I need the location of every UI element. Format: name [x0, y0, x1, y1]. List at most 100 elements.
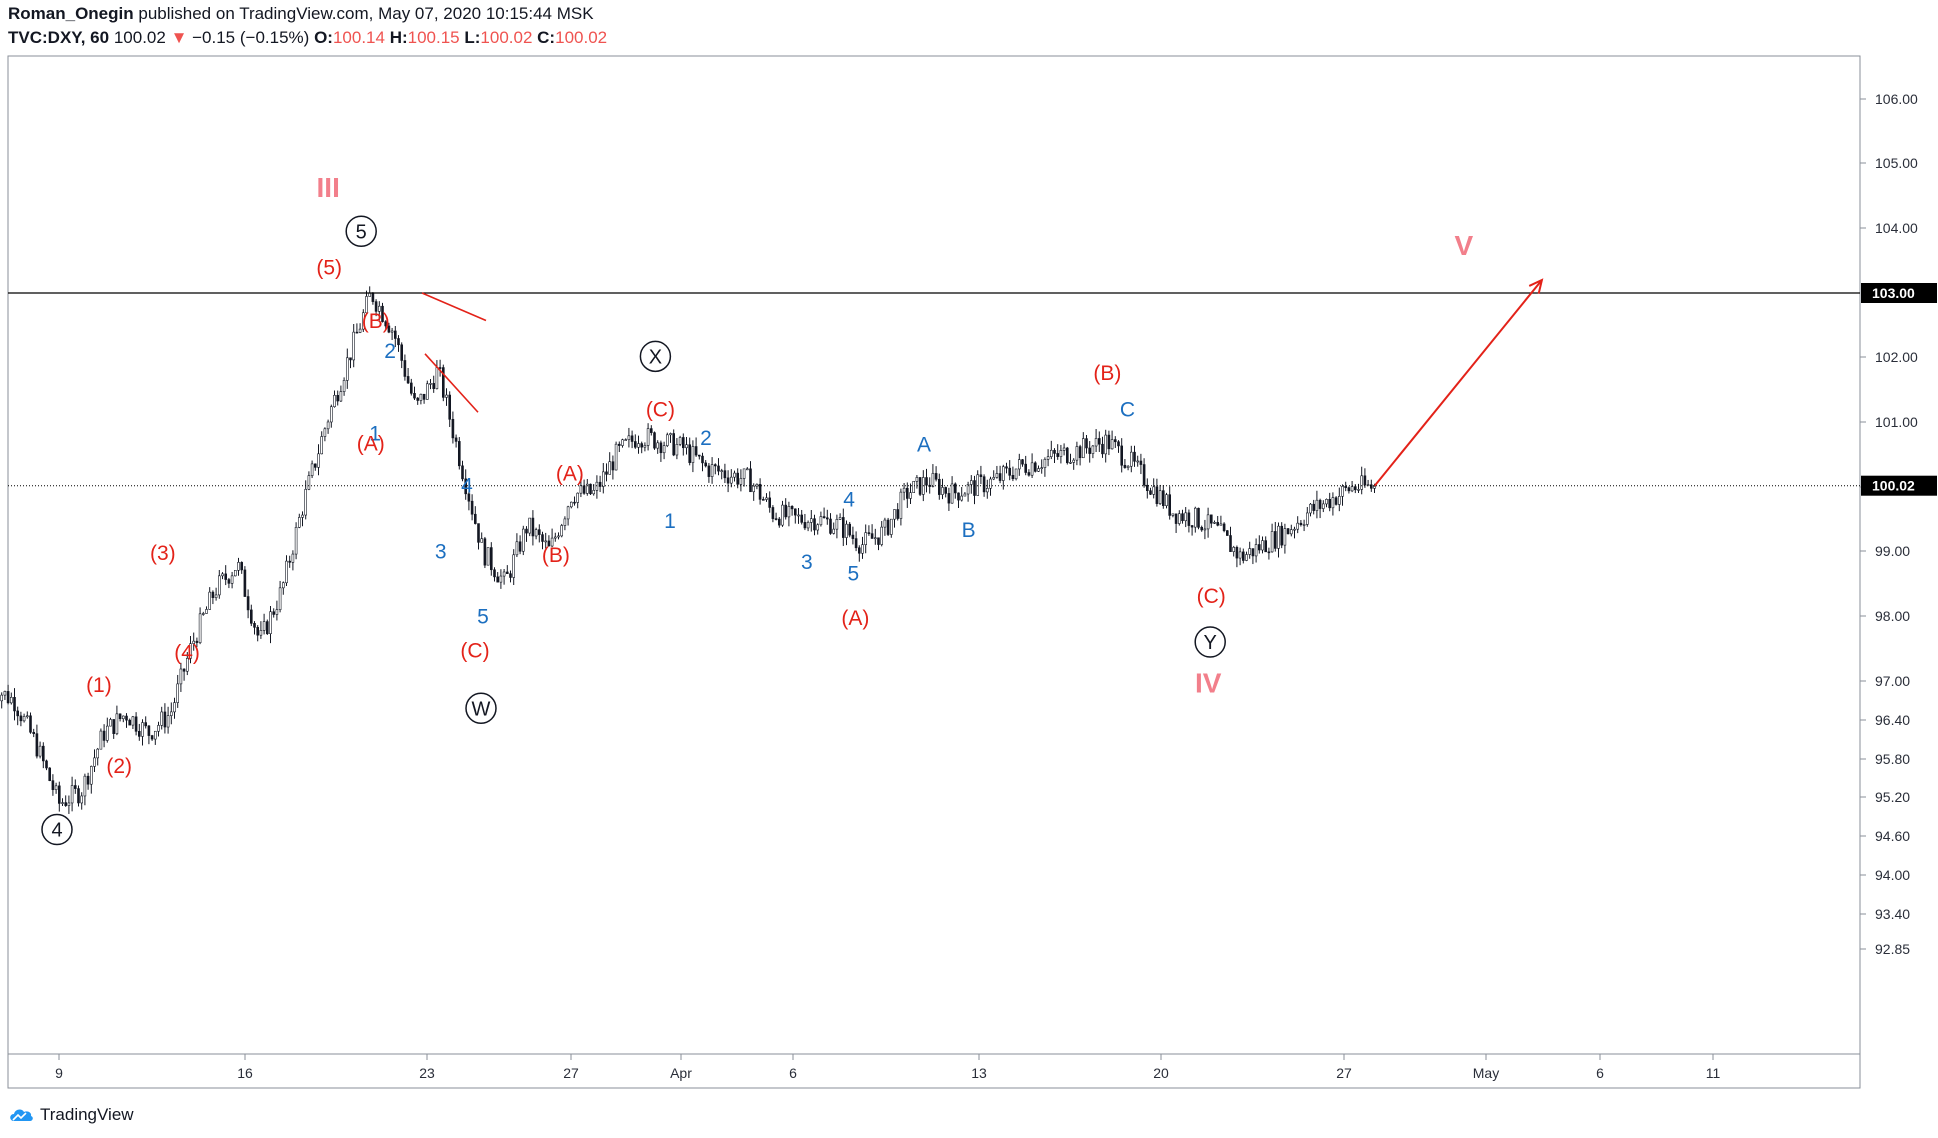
- candle-body: [707, 465, 711, 477]
- candle-body: [131, 716, 135, 726]
- price-marker-box: [1861, 475, 1937, 496]
- candle-body: [1168, 494, 1171, 516]
- candle-body: [566, 506, 570, 520]
- candle-body: [502, 571, 506, 577]
- candle-body: [106, 725, 109, 741]
- candle-body: [154, 730, 157, 740]
- candle-body: [349, 357, 352, 361]
- triangle-upper-line[interactable]: [421, 292, 487, 322]
- wave-circle: [1194, 626, 1226, 658]
- candle-body: [1331, 497, 1335, 509]
- candle-body: [1082, 438, 1085, 459]
- candle-body: [227, 579, 231, 584]
- candle-body: [454, 437, 458, 442]
- y-tick-label: 102.00: [1875, 349, 1918, 365]
- candle-body: [1136, 460, 1139, 463]
- candle-body: [86, 775, 90, 785]
- candle-body: [272, 611, 276, 615]
- triangle-lower-line[interactable]: [424, 353, 479, 413]
- candle-body: [352, 331, 356, 361]
- wave-label: 4: [843, 489, 855, 512]
- candle-body: [1357, 489, 1360, 491]
- candle-body: [646, 428, 650, 446]
- wave-label: Y: [1204, 632, 1217, 654]
- candle-body: [883, 519, 887, 528]
- candle-body: [864, 532, 868, 545]
- candle-body: [1050, 449, 1053, 457]
- time-axis[interactable]: 9 16 23 27 Apr 6 13 20 27 May 6 11: [55, 1054, 1720, 1081]
- candle-body: [957, 492, 960, 501]
- open-value: 100.14: [332, 28, 385, 47]
- candle-body: [1245, 554, 1248, 561]
- candle-body: [915, 477, 919, 482]
- candle-body: [541, 534, 544, 542]
- candle-body: [1158, 490, 1162, 504]
- candle-body: [1302, 524, 1306, 526]
- candle-body: [1011, 475, 1015, 480]
- overlays-layer: [8, 278, 1860, 487]
- candle-body: [0, 694, 3, 702]
- candle-body: [365, 296, 368, 314]
- candle-body: [896, 509, 900, 519]
- candle-body: [678, 437, 682, 445]
- candle-body: [739, 478, 743, 485]
- candle-body: [573, 501, 576, 504]
- candle-body: [1069, 462, 1072, 464]
- candle-body: [429, 383, 432, 385]
- y-tick-label: 104.00: [1875, 220, 1918, 236]
- projection-arrow-line[interactable]: [1373, 279, 1543, 487]
- candle-body: [758, 483, 762, 500]
- candle-body: [1085, 438, 1088, 449]
- candle-body: [1328, 498, 1331, 509]
- candle-body: [521, 528, 525, 552]
- candle-body: [1107, 434, 1111, 450]
- candle-body: [262, 621, 266, 631]
- candle-body: [1027, 472, 1031, 476]
- down-triangle-icon: ▼: [170, 28, 188, 47]
- wave-label: (C): [1197, 585, 1226, 608]
- candle-body: [1181, 513, 1184, 522]
- candle-body: [592, 490, 596, 495]
- candle-body: [793, 508, 797, 516]
- candle-body: [294, 526, 298, 555]
- candle-body: [1059, 450, 1063, 457]
- candle-body: [633, 441, 637, 448]
- candle-body: [208, 591, 211, 610]
- candle-body: [729, 476, 733, 484]
- candle-body: [83, 775, 87, 797]
- y-tick-label: 105.00: [1875, 155, 1918, 171]
- candle-body: [630, 435, 634, 442]
- price-marker-label: 100.02: [1872, 478, 1915, 494]
- candle-body: [368, 292, 372, 297]
- candle-body: [505, 571, 509, 574]
- candle-body: [947, 493, 951, 504]
- candle-body: [307, 475, 311, 490]
- candle-body: [742, 468, 746, 479]
- candle-body: [790, 506, 794, 510]
- candle-body: [1024, 463, 1027, 473]
- candle-body: [1293, 528, 1296, 531]
- candle-body: [1318, 499, 1322, 509]
- price-axis[interactable]: 106.00105.00104.00102.00101.00100.0099.0…: [1860, 91, 1937, 957]
- tradingview-logo[interactable]: TradingView: [8, 1100, 134, 1130]
- candle-body: [822, 516, 826, 519]
- author-name[interactable]: Roman_Onegin: [8, 4, 134, 23]
- candle-body: [1350, 486, 1354, 492]
- candle-body: [1203, 528, 1207, 531]
- candle-body: [973, 480, 976, 496]
- candle-body: [656, 442, 660, 449]
- candle-body: [205, 609, 208, 614]
- candle-body: [387, 325, 391, 333]
- candle-body: [1190, 525, 1194, 528]
- wave-label: 1: [664, 510, 676, 533]
- wave-label: III: [317, 172, 340, 203]
- y-tick-label: 95.20: [1875, 789, 1910, 805]
- candle-body: [953, 483, 957, 494]
- high-label: H:: [389, 28, 408, 47]
- candle-body: [19, 715, 23, 722]
- candle-body: [214, 594, 218, 598]
- candle-body: [29, 715, 32, 733]
- candle-body: [662, 445, 666, 454]
- candle-body: [1030, 462, 1034, 476]
